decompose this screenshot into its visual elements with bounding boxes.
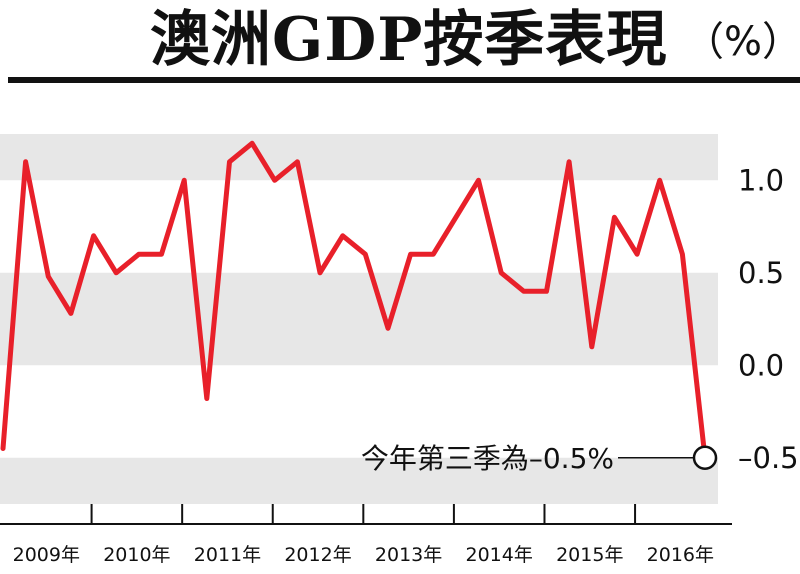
series-line	[0, 140, 708, 461]
title-rule	[8, 77, 800, 83]
annotation-text: 今年第三季為–0.5%	[361, 442, 614, 475]
y-tick-label: –0.5	[738, 441, 799, 475]
grid-band	[0, 272, 718, 366]
x-tick-label: 2015年	[556, 544, 623, 566]
last-point-marker	[692, 445, 718, 470]
x-axis	[0, 504, 732, 525]
x-tick-label: 2011年	[194, 544, 261, 566]
gdp-series-line	[0, 140, 708, 461]
x-tick-label: 2016年	[647, 544, 714, 566]
grid-band	[0, 134, 718, 181]
y-tick-label: 0.0	[738, 348, 784, 382]
y-tick-label: 1.0	[738, 163, 784, 197]
x-tick-label: 2010年	[103, 544, 170, 566]
chart-title: 澳洲GDP按季表現	[150, 5, 668, 75]
x-tick-label: 2012年	[284, 544, 351, 566]
y-tick-labels: 1.0 0.5 0.0 –0.5	[738, 163, 799, 475]
x-tick-label: 2009年	[13, 544, 80, 566]
x-tick-label: 2013年	[375, 544, 442, 566]
unit-label: （%）	[684, 19, 800, 65]
header: 澳洲GDP按季表現 （%）	[0, 0, 800, 84]
grid-band	[0, 457, 718, 504]
y-tick-label: 0.5	[738, 256, 784, 290]
x-tick-label: 2014年	[466, 544, 533, 566]
annotation: 今年第三季為–0.5%	[361, 442, 718, 475]
x-tick-labels: 2009年 2010年 2011年 2012年 2013年 2014年 2015年 2016年	[13, 544, 714, 566]
gdp-line-chart: 2009年 2010年 2011年 2012年 2013年 2014年 2015年 2016年…	[0, 134, 799, 566]
